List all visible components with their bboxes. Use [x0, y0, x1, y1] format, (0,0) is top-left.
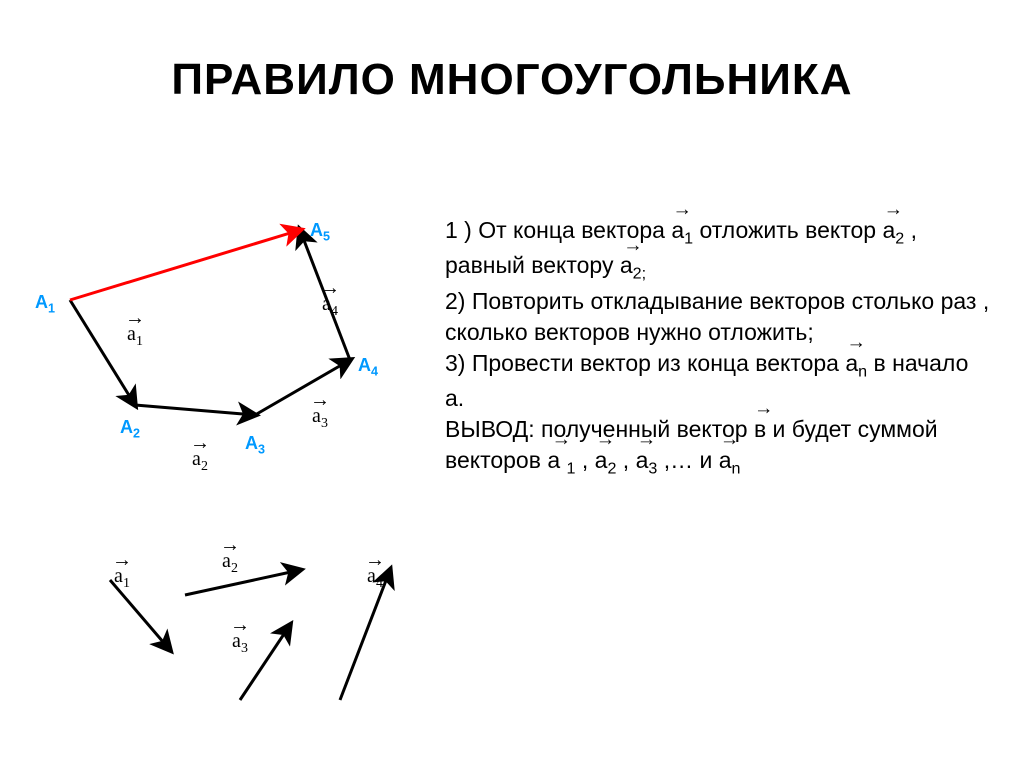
free-vector-label-3: →a3 — [230, 620, 250, 657]
edge-A3-A4 — [255, 360, 350, 415]
vertex-label-A4: A4 — [358, 355, 378, 379]
free-vector-label-1: →a1 — [112, 555, 132, 592]
edge-label-a3: →a3 — [310, 395, 330, 432]
conclusion: ВЫВОД: полученный вектор →в и будет сумм… — [445, 414, 990, 480]
free-vector-label-4: →a4 — [365, 555, 385, 592]
slide: ПРАВИЛО МНОГОУГОЛЬНИКА A1A2A3A4A5 →a1→a2… — [0, 0, 1024, 767]
vertex-label-A2: A2 — [120, 417, 140, 441]
free-vector-label-2: →a2 — [220, 540, 240, 577]
vertex-label-A3: A3 — [245, 433, 265, 457]
step-1: 1 ) От конца вектора →a1 отложить вектор… — [445, 215, 990, 286]
vertex-label-A1: A1 — [35, 292, 55, 316]
edge-A1-A5 — [70, 230, 300, 300]
edge-label-a2: →a2 — [190, 438, 210, 475]
edge-A2-A3 — [135, 405, 255, 415]
step-3: 3) Провести вектор из конца вектора →an … — [445, 348, 990, 414]
free-vector-2 — [185, 570, 300, 595]
description-text: 1 ) От конца вектора →a1 отложить вектор… — [445, 215, 990, 480]
vertex-label-A5: A5 — [310, 220, 330, 244]
edge-label-a1: →a1 — [125, 313, 145, 350]
edge-label-a4: →a4 — [320, 283, 340, 320]
step-2: 2) Повторить откладывание векторов столь… — [445, 286, 990, 348]
